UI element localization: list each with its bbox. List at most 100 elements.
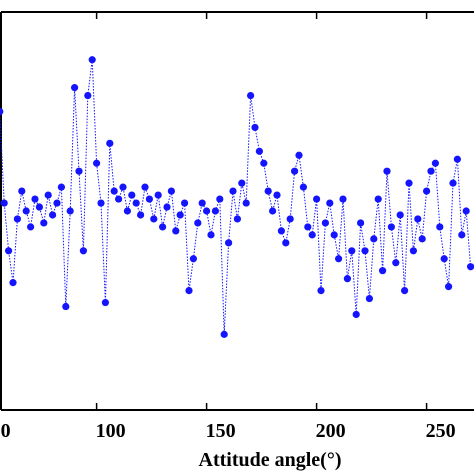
data-point — [132, 199, 140, 207]
data-point — [365, 294, 373, 303]
data-point — [198, 199, 206, 207]
data-point — [5, 247, 13, 255]
data-point — [62, 302, 70, 311]
data-point — [273, 191, 281, 199]
data-point — [163, 203, 171, 211]
data-point — [211, 207, 219, 215]
data-point — [449, 179, 457, 187]
data-point — [93, 159, 101, 167]
data-point — [180, 199, 189, 207]
data-point — [317, 287, 325, 295]
data-point — [31, 195, 39, 203]
data-point — [334, 255, 343, 263]
data-point — [458, 231, 466, 239]
data-point — [202, 207, 211, 215]
data-point — [75, 167, 83, 175]
data-point — [409, 247, 417, 255]
data-point — [141, 183, 149, 191]
data-point — [9, 279, 17, 287]
data-point — [361, 247, 369, 255]
data-point — [49, 211, 57, 219]
x-tick-label: 150 — [206, 420, 236, 442]
data-point — [53, 199, 61, 207]
data-point — [378, 267, 387, 275]
data-point — [66, 207, 74, 215]
data-point — [255, 147, 263, 155]
data-point — [176, 211, 184, 219]
data-point — [392, 259, 400, 267]
data-point — [436, 223, 444, 231]
data-point — [22, 207, 30, 215]
x-tick-label: 100 — [96, 420, 126, 442]
data-point — [326, 199, 334, 207]
data-point — [167, 187, 175, 195]
x-tick-label: 50 — [0, 420, 11, 442]
data-point — [400, 287, 409, 295]
data-point — [343, 275, 351, 283]
data-point — [431, 159, 439, 167]
data-point — [374, 195, 382, 203]
data-point — [158, 223, 167, 231]
data-point — [321, 219, 329, 227]
data-point — [172, 227, 180, 235]
data-point — [467, 263, 474, 271]
data-point — [79, 247, 87, 255]
data-point — [13, 215, 22, 223]
data-point — [27, 223, 35, 231]
data-point — [383, 167, 391, 175]
data-point — [295, 151, 303, 159]
data-point — [238, 179, 246, 187]
data-point — [0, 107, 4, 116]
data-point — [427, 167, 435, 175]
data-point — [277, 227, 285, 235]
data-point — [110, 187, 118, 195]
data-point — [88, 56, 96, 64]
data-point — [453, 155, 461, 163]
data-point — [194, 219, 202, 227]
data-point — [216, 195, 224, 203]
data-point — [185, 287, 193, 295]
data-point — [370, 235, 378, 243]
data-point — [414, 215, 422, 223]
data-point — [418, 235, 426, 243]
data-point — [220, 330, 228, 338]
data-point — [440, 255, 448, 263]
data-point — [352, 310, 360, 319]
data-point — [150, 215, 158, 223]
data-point — [286, 215, 294, 223]
data-point — [330, 231, 338, 239]
data-point — [101, 298, 109, 307]
data-point — [44, 191, 52, 199]
data-point — [299, 183, 307, 191]
data-point — [114, 195, 123, 203]
data-point — [339, 195, 347, 203]
data-point — [40, 219, 48, 227]
data-point — [282, 239, 290, 247]
data-point — [396, 211, 404, 219]
data-point — [136, 211, 145, 219]
data-point — [0, 199, 8, 207]
data-point — [304, 223, 312, 231]
data-point — [348, 247, 356, 255]
data-point — [84, 91, 92, 100]
data-point — [207, 231, 215, 239]
data-point — [264, 187, 272, 195]
data-point — [242, 199, 250, 207]
data-point — [224, 239, 233, 247]
data-point — [35, 203, 44, 211]
data-point — [462, 207, 470, 215]
data-point — [356, 219, 365, 227]
data-point — [145, 195, 153, 203]
data-point — [260, 159, 268, 167]
data-point — [422, 187, 431, 195]
data-point — [119, 183, 127, 191]
data-point — [71, 84, 79, 92]
data-point — [387, 223, 395, 231]
data-point — [312, 195, 321, 203]
data-point — [128, 191, 136, 199]
series-line — [0, 59, 472, 335]
data-point — [57, 183, 66, 191]
x-tick-label: 200 — [316, 420, 346, 442]
